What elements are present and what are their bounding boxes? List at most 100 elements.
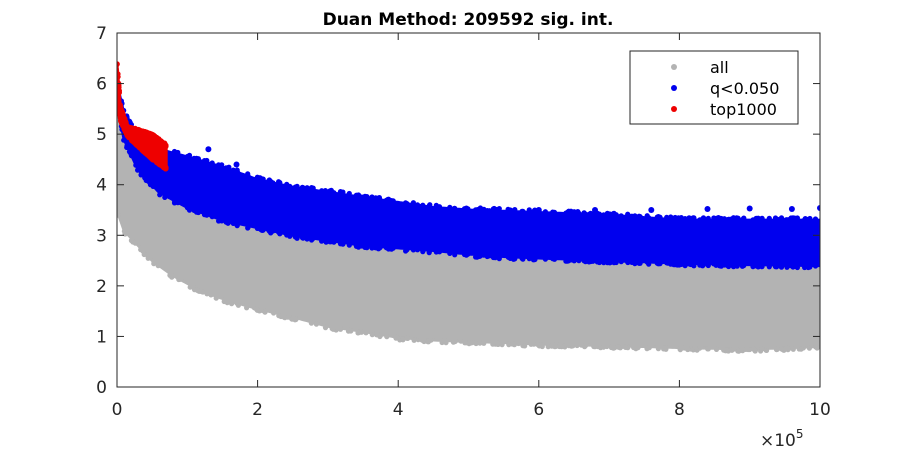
axis-ticks: 0 2 4 6 8 10 0 1 2 3 4 5 6 7: [96, 24, 831, 420]
data-point: [198, 288, 204, 294]
chart-title: Duan Method: 209592 sig. int.: [323, 10, 614, 30]
data-point: [802, 217, 808, 223]
data-point: [526, 256, 532, 262]
legend-marker: [671, 106, 677, 112]
data-point: [549, 343, 555, 349]
data-point: [664, 214, 670, 220]
data-point: [436, 249, 443, 255]
data-point: [674, 262, 681, 268]
data-point: [574, 342, 580, 349]
data-point: [682, 261, 688, 267]
data-point: [369, 245, 375, 251]
data-point: [631, 344, 637, 351]
data-point: [519, 208, 525, 214]
data-point: [576, 210, 582, 216]
data-point: [420, 202, 426, 208]
data-point: [551, 209, 558, 215]
data-point: [536, 342, 542, 349]
data-point: [582, 343, 589, 349]
data-point: [151, 260, 157, 266]
data-point: [186, 152, 193, 158]
data-point: [124, 144, 130, 150]
data-point: [171, 200, 178, 206]
x-multiplier-exponent: 5: [796, 427, 804, 441]
data-point: [576, 258, 582, 264]
data-point: [135, 167, 141, 173]
data-point: [759, 346, 765, 352]
y-tick-label: 1: [96, 327, 107, 347]
data-point: [755, 262, 762, 268]
axes-box: [116, 32, 821, 388]
data-point: [531, 255, 538, 261]
legend-label: top1000: [710, 100, 777, 119]
data-point: [774, 346, 780, 353]
data-point: [414, 202, 421, 208]
data-point: [356, 193, 363, 199]
data-point: [704, 206, 711, 212]
data-point: [578, 342, 585, 348]
data-point: [590, 258, 596, 264]
legend-label: q<0.050: [710, 79, 779, 98]
legend: all q<0.050 top1000: [629, 50, 799, 125]
data-point: [160, 163, 166, 169]
data-point: [705, 215, 711, 221]
data-point: [484, 253, 490, 260]
data-point: [369, 332, 375, 338]
data-point: [322, 188, 328, 194]
data-point: [410, 247, 416, 253]
series-top1000: [117, 61, 169, 172]
data-point: [441, 337, 448, 344]
data-point: [778, 215, 785, 221]
data-point: [721, 346, 727, 352]
data-point: [601, 212, 607, 218]
data-point: [535, 207, 542, 213]
data-point: [195, 156, 201, 162]
data-point: [156, 161, 162, 167]
data-point: [629, 259, 635, 265]
data-point: [138, 247, 144, 253]
data-point: [157, 192, 163, 198]
data-point: [697, 262, 703, 268]
data-point: [451, 206, 458, 212]
data-point: [337, 326, 343, 332]
data-point: [740, 262, 746, 268]
x-tick-label: 8: [674, 400, 685, 420]
data-point: [117, 97, 120, 103]
data-point: [425, 338, 431, 344]
data-point: [484, 208, 490, 214]
y-tick-label: 2: [96, 277, 107, 297]
data-point: [601, 260, 607, 266]
data-point: [287, 233, 293, 239]
data-point: [481, 340, 487, 346]
data-point: [790, 346, 796, 352]
data-point: [427, 248, 433, 254]
data-point: [772, 264, 779, 270]
data-point: [268, 181, 275, 188]
data-point: [120, 109, 126, 115]
data-point: [139, 171, 145, 177]
data-point: [329, 325, 335, 332]
data-point: [308, 320, 314, 326]
data-point: [304, 236, 310, 242]
data-point: [393, 334, 399, 340]
data-point: [505, 254, 511, 260]
y-tick-label: 5: [96, 125, 107, 145]
data-point: [287, 183, 293, 189]
data-point: [138, 146, 145, 152]
data-point: [713, 346, 720, 352]
data-point: [411, 337, 417, 343]
x-tick-label: 4: [393, 400, 404, 420]
data-point: [155, 263, 161, 269]
data-point: [730, 264, 737, 270]
data-point: [784, 264, 790, 270]
data-point: [566, 343, 572, 349]
data-point: [618, 259, 624, 265]
data-point: [493, 207, 500, 213]
data-point: [204, 291, 210, 297]
data-point: [225, 165, 231, 171]
data-point: [526, 207, 532, 213]
data-point: [410, 200, 416, 206]
data-point: [798, 346, 804, 352]
data-point: [600, 344, 607, 350]
data-point: [463, 205, 469, 211]
